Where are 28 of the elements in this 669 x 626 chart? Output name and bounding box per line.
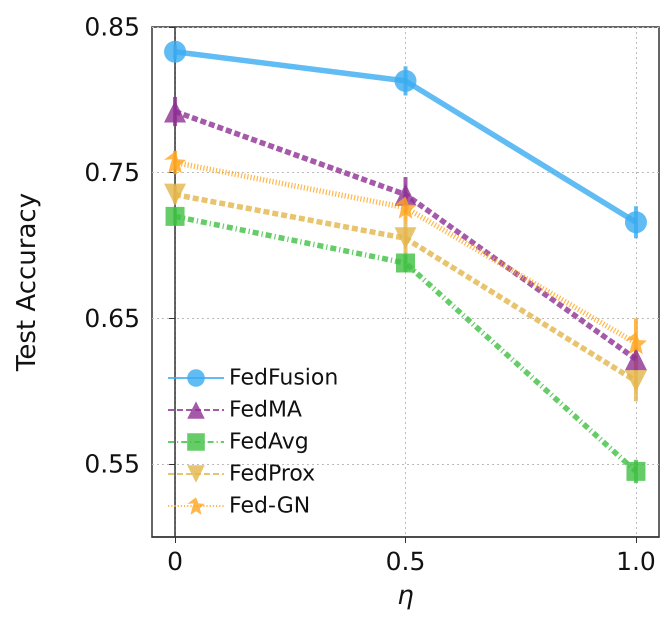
- point: [394, 196, 416, 219]
- point: [164, 184, 186, 206]
- point: [394, 227, 416, 250]
- legend-label: Fed-GN: [229, 494, 310, 518]
- x-axis-title: η: [397, 581, 414, 611]
- point: [394, 70, 416, 92]
- legend-label: FedMA: [229, 398, 302, 422]
- point: [626, 462, 646, 481]
- point: [624, 332, 647, 354]
- point: [624, 370, 647, 392]
- point: [166, 206, 185, 226]
- legend-label: FedFusion: [229, 366, 338, 390]
- x-tick-label: 0: [167, 547, 183, 576]
- y-tick-label: 0.75: [84, 158, 140, 188]
- point: [164, 40, 186, 63]
- point: [624, 211, 647, 234]
- y-tick-label: 0.55: [84, 450, 140, 479]
- point: [624, 348, 647, 370]
- legend-label: FedProx: [229, 462, 316, 486]
- legend-label: FedAvg: [229, 430, 309, 454]
- y-tick-label: 0.65: [84, 304, 140, 333]
- x-tick-label: 0.5: [386, 547, 426, 576]
- point: [164, 152, 186, 174]
- point: [396, 254, 415, 273]
- y-axis-title: Test Accuracy: [12, 192, 42, 372]
- x-tick-label: 1.0: [616, 547, 656, 576]
- y-tick-label: 0.85: [84, 12, 140, 42]
- point: [164, 100, 186, 123]
